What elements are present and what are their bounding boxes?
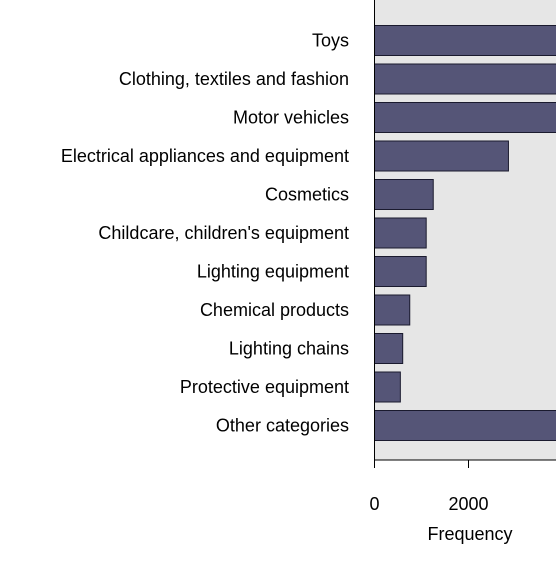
category-label: Motor vehicles [233, 108, 349, 128]
bar-6 [374, 256, 427, 287]
x-axis: 020006000 [369, 459, 556, 514]
category-label: Chemical products [200, 300, 349, 320]
category-label: Childcare, children's equipment [98, 223, 349, 243]
x-axis-title: Frequency [427, 524, 512, 544]
bar-3 [374, 140, 509, 172]
bar-0 [374, 25, 556, 56]
category-label: Toys [312, 31, 349, 51]
category-label: Lighting chains [229, 339, 349, 359]
category-label: Electrical appliances and equipment [61, 146, 349, 166]
x-tick-label: 0 [369, 494, 379, 514]
category-label: Protective equipment [180, 377, 349, 397]
bar-9 [374, 371, 401, 403]
x-tick-label: 2000 [448, 494, 488, 514]
category-labels-group: Toys Clothing, textiles and fashion Motor … [61, 31, 349, 436]
category-label: Cosmetics [265, 185, 349, 205]
bar-5 [374, 217, 427, 249]
category-label: Lighting equipment [197, 262, 349, 282]
bar-1 [374, 63, 556, 95]
bar-8 [374, 333, 404, 364]
category-label: Clothing, textiles and fashion [119, 69, 349, 89]
bar-7 [374, 294, 411, 326]
bars-group [374, 25, 556, 441]
bar-4 [374, 179, 434, 210]
bar-2 [374, 102, 556, 133]
bar-10 [374, 410, 556, 441]
category-label: Other categories [216, 416, 349, 436]
